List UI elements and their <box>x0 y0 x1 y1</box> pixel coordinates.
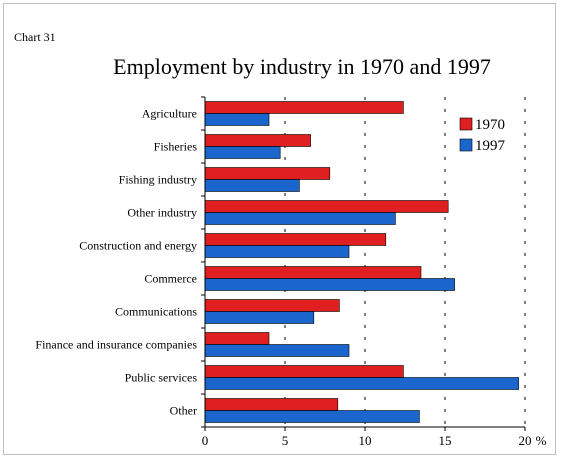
x-unit-label: % <box>536 433 547 448</box>
chart-title: Employment by industry in 1970 and 1997 <box>113 54 491 79</box>
x-tick-label-4: 20 <box>519 433 532 448</box>
bar-1970-5 <box>204 266 422 279</box>
category-label-6: Communications <box>115 305 197 319</box>
category-label-2: Fishing industry <box>119 173 197 187</box>
bar-1997-8 <box>204 377 519 390</box>
axes <box>201 96 526 431</box>
legend-label-1970: 1970 <box>475 117 505 133</box>
category-label-8: Public services <box>125 371 198 385</box>
bar-1997-7 <box>204 344 350 357</box>
bar-1970-7 <box>204 332 270 345</box>
bar-1997-9 <box>204 410 420 423</box>
bar-1997-4 <box>204 245 350 258</box>
x-tick-label-3: 15 <box>439 433 452 448</box>
bar-chart: Chart 31 Employment by industry in 1970 … <box>14 30 547 448</box>
legend-swatch-1970 <box>459 117 473 131</box>
category-label-4: Construction and energy <box>79 239 197 253</box>
bar-1997-5 <box>204 278 455 291</box>
legend-label-1997: 1997 <box>475 138 506 154</box>
bar-1970-3 <box>204 200 449 213</box>
legend-swatch-1997 <box>459 138 473 152</box>
bar-1997-0 <box>204 113 270 126</box>
bar-1970-2 <box>204 167 331 180</box>
legend: 1970 1997 <box>452 112 522 160</box>
category-label-5: Commerce <box>144 272 197 286</box>
bar-1997-6 <box>204 311 315 324</box>
x-tick-labels: 0 5 10 15 20 <box>202 433 532 448</box>
bar-1970-8 <box>204 365 404 378</box>
category-label-9: Other <box>170 404 197 418</box>
chart-frame: Chart 31 Employment by industry in 1970 … <box>3 3 556 455</box>
category-label-0: Agriculture <box>142 107 197 121</box>
bar-1997-3 <box>204 212 396 225</box>
x-tick-label-0: 0 <box>202 433 209 448</box>
category-label-7: Finance and insurance companies <box>35 338 197 352</box>
x-tick-label-1: 5 <box>282 433 289 448</box>
bar-1970-9 <box>204 398 339 411</box>
bar-1970-0 <box>204 101 404 114</box>
bar-1997-2 <box>204 179 300 192</box>
category-labels: Agriculture Fisheries Fishing industry Othe… <box>35 107 197 418</box>
chart-number: Chart 31 <box>14 30 56 44</box>
category-label-3: Other industry <box>127 206 197 220</box>
category-label-1: Fisheries <box>154 140 198 154</box>
bar-1970-6 <box>204 299 340 312</box>
bar-1997-1 <box>204 146 281 159</box>
bar-1970-4 <box>204 233 387 246</box>
bar-1970-1 <box>204 134 311 147</box>
x-tick-label-2: 10 <box>359 433 372 448</box>
